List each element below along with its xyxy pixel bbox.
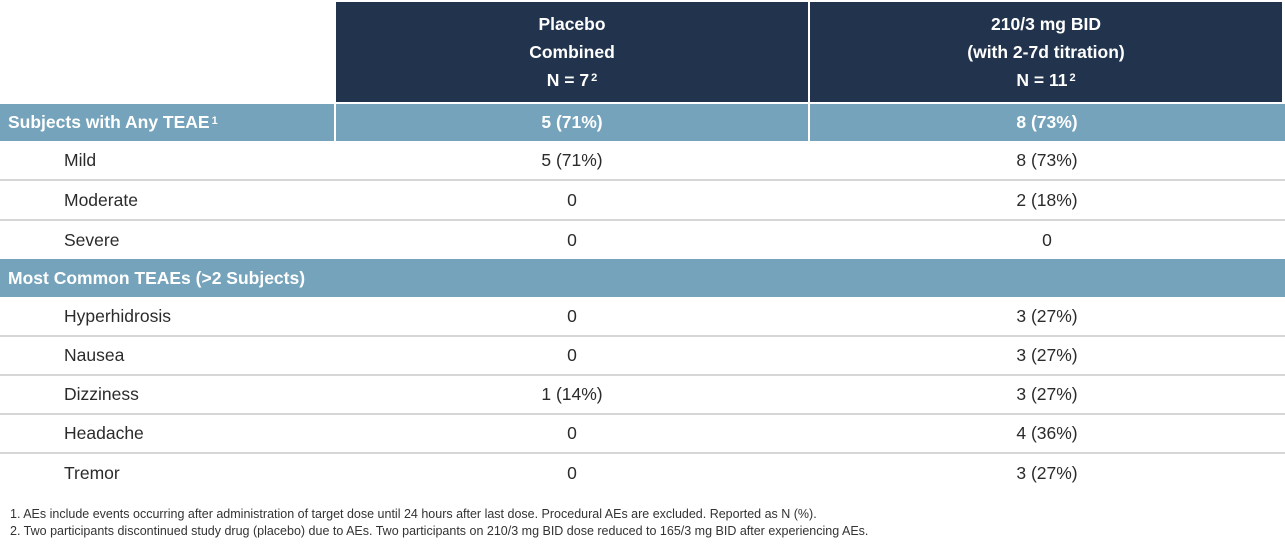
row-placebo-value: 0 [567, 229, 577, 250]
row-label: Hyperhidrosis [64, 305, 171, 326]
section-dose-value: 8 (73%) [1016, 112, 1078, 132]
header-dose-line3: N = 11 2 [1016, 66, 1075, 94]
row-dose-value: 8 (73%) [1016, 149, 1078, 170]
footnote-ref-2: 2 [1069, 72, 1076, 84]
header-dose-line1: 210/3 mg BID [991, 14, 1101, 34]
row-placebo-value: 0 [567, 463, 577, 483]
column-divider [808, 104, 810, 141]
row-placebo-value: 1 (14%) [541, 384, 603, 404]
row-placebo-value: 5 (71%) [541, 149, 603, 170]
table-row: Moderate 0 2 (18%) [0, 181, 1285, 221]
row-dose-value: 3 (27%) [1016, 305, 1078, 326]
row-label: Dizziness [64, 384, 139, 404]
table-row: Severe 0 0 [0, 221, 1285, 259]
row-label: Nausea [64, 345, 125, 365]
header-placebo-n: N = 7 [546, 70, 590, 90]
column-divider [334, 104, 336, 141]
table-row: Nausea 0 3 (27%) [0, 337, 1285, 376]
header-dose-line2: (with 2-7d titration) [967, 42, 1125, 62]
row-dose-value: 3 (27%) [1016, 384, 1078, 404]
header-placebo-line2: Combined [529, 42, 615, 62]
row-placebo-value: 0 [567, 345, 577, 365]
row-label: Moderate [64, 189, 138, 210]
row-label: Headache [64, 423, 144, 443]
section-row-most-common-teaes: Most Common TEAEs (>2 Subjects) [0, 259, 1285, 297]
row-dose-value: 2 (18%) [1016, 189, 1078, 210]
footnote-1: 1. AEs include events occurring after ad… [10, 507, 817, 521]
row-dose-value: 4 (36%) [1016, 423, 1078, 443]
footnote-2: 2. Two participants discontinued study d… [10, 524, 869, 538]
row-label: Mild [64, 149, 97, 170]
header-dose-n: N = 11 [1016, 70, 1068, 90]
table-row: Dizziness 1 (14%) 3 (27%) [0, 376, 1285, 415]
table-row: Headache 0 4 (36%) [0, 415, 1285, 454]
row-dose-value: 3 (27%) [1016, 463, 1078, 483]
section-title-text: Subjects with Any TEAE [8, 112, 210, 132]
section-row-any-teae: Subjects with Any TEAE 1 5 (71%) 8 (73%) [0, 104, 1285, 141]
row-dose-value: 3 (27%) [1016, 345, 1078, 365]
row-placebo-value: 0 [567, 189, 577, 210]
footnotes: 1. AEs include events occurring after ad… [10, 506, 868, 540]
row-label: Severe [64, 229, 120, 250]
header-placebo-line1: Placebo [538, 14, 606, 34]
table-row: Tremor 0 3 (27%) [0, 454, 1285, 493]
row-placebo-value: 0 [567, 423, 577, 443]
row-label: Tremor [64, 463, 120, 483]
section-placebo-value: 5 (71%) [541, 112, 603, 132]
header-dose: 210/3 mg BID (with 2-7d titration) N = 1… [810, 2, 1282, 102]
footnote-ref-1: 1 [211, 114, 218, 127]
table-row: Hyperhidrosis 0 3 (27%) [0, 297, 1285, 337]
row-dose-value: 0 [1042, 229, 1052, 250]
section-title: Subjects with Any TEAE 1 [0, 104, 335, 141]
table-row: Mild 5 (71%) 8 (73%) [0, 141, 1285, 181]
footnote-ref-2: 2 [591, 72, 598, 84]
row-placebo-value: 0 [567, 305, 577, 326]
section-title: Most Common TEAEs (>2 Subjects) [8, 267, 306, 288]
